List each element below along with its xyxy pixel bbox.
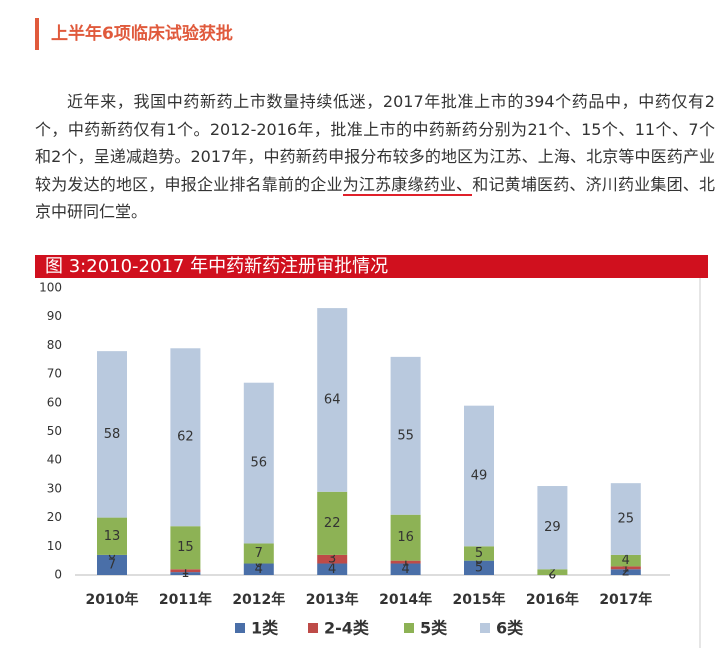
x-tick-label: 2012年 <box>232 591 285 608</box>
bar-segment <box>243 543 274 564</box>
y-tick-label: 20 <box>47 510 62 524</box>
bar-segment <box>537 486 568 570</box>
x-tick-label: 2016年 <box>526 591 579 608</box>
bar-segment <box>610 569 641 575</box>
bar-segment <box>610 554 641 567</box>
value-label: 5 <box>475 560 483 575</box>
y-tick-label: 10 <box>47 539 62 553</box>
value-label: 4 <box>401 562 409 577</box>
paragraph: 近年来，我国中药新药上市数量持续低迷，2017年批准上市的394个药品中，中药仅… <box>35 88 715 226</box>
value-label: 4 <box>622 553 630 568</box>
y-tick-label: 60 <box>47 395 62 409</box>
legend-swatch <box>404 623 414 633</box>
bar-segment <box>170 526 201 570</box>
chart-bg <box>35 253 710 648</box>
value-label: 2 <box>548 565 556 580</box>
y-tick-label: 30 <box>47 481 62 495</box>
bar-segment <box>317 491 348 555</box>
value-label: 58 <box>104 427 121 442</box>
bar-segment <box>97 554 127 575</box>
legend-swatch <box>480 623 490 633</box>
value-label: 2 <box>622 565 630 580</box>
x-tick-label: 2010年 <box>86 591 139 608</box>
value-label: 5 <box>475 546 483 561</box>
bar-segment <box>317 554 348 564</box>
bar-segment <box>390 514 421 561</box>
value-label: 1 <box>401 555 409 570</box>
value-label: 13 <box>104 529 121 544</box>
bar-segment <box>610 483 641 555</box>
bar-segment <box>170 569 201 573</box>
bar-segment <box>317 308 348 492</box>
bar-segment <box>243 382 274 544</box>
bar-segment <box>170 348 201 527</box>
value-label: 16 <box>397 530 414 545</box>
x-tick-label: 2015年 <box>453 591 506 608</box>
value-label: 56 <box>251 456 268 471</box>
bar-segment <box>537 569 568 575</box>
x-tick-label: 2017年 <box>599 591 652 608</box>
chart-banner <box>35 255 708 278</box>
highlight: 为江苏康缘药业、 <box>342 174 473 196</box>
bar-segment <box>390 563 421 575</box>
bar-segment <box>97 517 127 555</box>
y-tick-label: 0 <box>54 568 62 582</box>
bar-segment <box>170 572 201 575</box>
value-label: 64 <box>324 392 341 407</box>
value-label: 0 <box>255 556 263 571</box>
y-tick-label: 70 <box>47 367 62 381</box>
y-tick-label: 40 <box>47 453 62 467</box>
value-label: 0 <box>475 553 483 568</box>
legend-label: 1类 <box>251 619 279 638</box>
value-label: 0 <box>108 547 116 562</box>
y-tick-label: 100 <box>39 281 62 295</box>
legend-swatch <box>235 623 245 633</box>
bar-segment <box>390 560 421 564</box>
legend-label: 6类 <box>496 619 524 638</box>
bar-segment <box>390 356 421 515</box>
chart-title: 图 3:2010-2017 年中药新药注册审批情况 <box>45 256 388 277</box>
value-label: 7 <box>108 557 116 572</box>
bar-segment <box>317 563 348 575</box>
y-tick-label: 90 <box>47 309 62 323</box>
value-label: 25 <box>618 512 635 527</box>
bar-segment <box>97 351 127 518</box>
bar-segment <box>464 546 494 561</box>
value-label: 15 <box>177 540 194 555</box>
value-label: 1 <box>181 566 189 581</box>
value-label: 62 <box>177 430 194 445</box>
bar-segment <box>610 566 641 570</box>
value-label: 3 <box>328 552 336 567</box>
value-label: 7 <box>255 546 263 561</box>
value-label: 1 <box>181 563 189 578</box>
value-label: 4 <box>328 562 336 577</box>
legend-swatch <box>308 623 318 633</box>
y-tick-label: 50 <box>47 424 62 438</box>
text: 近年来，我国中药新药上市数量持续低迷，2017年批准上市的394个药品中，中药仅… <box>35 92 715 194</box>
value-label: 1 <box>622 560 630 575</box>
y-tick-label: 80 <box>47 338 62 352</box>
bar-segment <box>464 560 494 575</box>
x-tick-label: 2013年 <box>306 591 359 608</box>
section-title: 上半年6项临床试验获批 <box>35 18 233 50</box>
x-tick-label: 2014年 <box>379 591 432 608</box>
bar-segment <box>464 405 494 547</box>
value-label: 4 <box>255 562 263 577</box>
legend-label: 5类 <box>420 619 448 638</box>
chart: 图 3:2010-2017 年中药新药注册审批情况 01020304050607… <box>35 253 710 648</box>
value-label: 29 <box>544 520 561 535</box>
text: 和记黄埔医药、济川药业集团、北京中研同仁堂。 <box>35 174 715 222</box>
value-label: 49 <box>471 468 488 483</box>
x-tick-label: 2011年 <box>159 591 212 608</box>
value-label: 55 <box>397 428 414 443</box>
value-label: 22 <box>324 516 341 531</box>
bar-segment <box>243 563 274 575</box>
legend-label: 2-4类 <box>324 619 370 638</box>
